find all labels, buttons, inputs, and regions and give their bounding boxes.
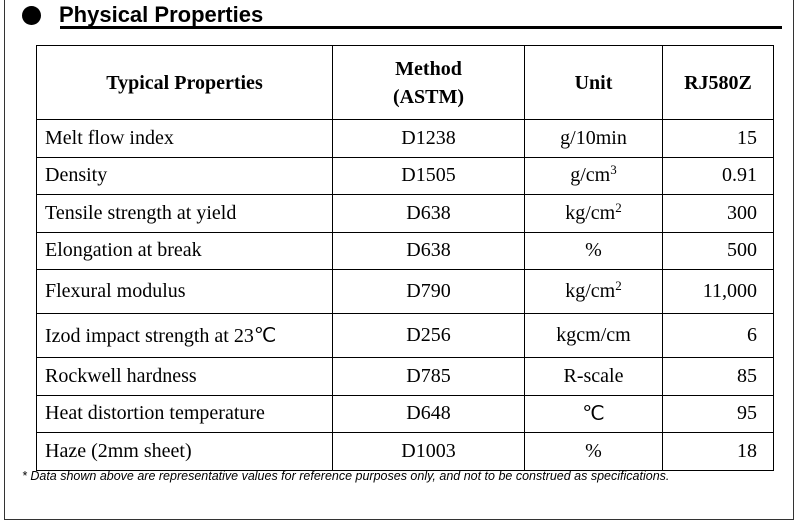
unit-text: kgcm/cm bbox=[556, 324, 631, 346]
cell-method: D638 bbox=[332, 231, 525, 270]
bullet-icon bbox=[22, 5, 41, 25]
section-title: Physical Properties bbox=[59, 2, 264, 27]
unit-text: % bbox=[585, 239, 602, 262]
title-underline bbox=[60, 26, 782, 29]
cell-method: D785 bbox=[332, 357, 525, 396]
cell-unit: kgcm/cm bbox=[524, 313, 663, 358]
cell-value: 6 bbox=[662, 313, 774, 358]
table-row: Melt flow index D1238 g/10min 15 bbox=[36, 119, 774, 158]
unit-text: kg/cm bbox=[565, 280, 616, 302]
page-frame bbox=[4, 0, 794, 520]
unit-text: g/cm bbox=[570, 164, 611, 187]
cell-unit: kg/cm2 bbox=[524, 269, 663, 314]
cell-property: Elongation at break bbox=[36, 231, 333, 270]
table-header-row: Typical Properties Method (ASTM) Unit RJ… bbox=[36, 45, 774, 120]
cell-property: Rockwell hardness bbox=[36, 357, 333, 396]
cell-method: D790 bbox=[332, 269, 525, 314]
unit-superscript: 2 bbox=[615, 278, 622, 293]
cell-unit: ℃ bbox=[524, 394, 663, 433]
header-method: Method (ASTM) bbox=[332, 45, 525, 120]
cell-method: D1505 bbox=[332, 156, 525, 195]
cell-method: D256 bbox=[332, 313, 525, 358]
unit-text: ℃ bbox=[582, 403, 605, 426]
header-method-line2: (ASTM) bbox=[392, 85, 465, 108]
table-row: Rockwell hardness D785 R-scale 85 bbox=[36, 357, 774, 396]
cell-value: 11,000 bbox=[662, 269, 774, 314]
unit-superscript: 3 bbox=[610, 162, 617, 178]
table-row: Flexural modulus D790 kg/cm2 11,000 bbox=[36, 269, 774, 314]
cell-property: Density bbox=[36, 156, 333, 195]
unit-text: R-scale bbox=[563, 364, 624, 387]
header-grade: RJ580Z bbox=[662, 45, 774, 120]
properties-table: Typical Properties Method (ASTM) Unit RJ… bbox=[36, 45, 774, 471]
table-row: Haze (2mm sheet) D1003 % 18 bbox=[36, 432, 774, 471]
cell-method: D1003 bbox=[332, 432, 525, 471]
cell-unit: % bbox=[524, 231, 663, 270]
cell-value: 500 bbox=[662, 231, 774, 270]
table-row: Heat distortion temperature D648 ℃ 95 bbox=[36, 394, 774, 433]
cell-unit: g/10min bbox=[524, 119, 663, 158]
table-row: Izod impact strength at 23℃ D256 kgcm/cm… bbox=[36, 313, 774, 358]
unit-text: g/10min bbox=[560, 126, 627, 149]
cell-property: Izod impact strength at 23℃ bbox=[36, 313, 333, 358]
unit-superscript: 2 bbox=[615, 199, 622, 215]
cell-property: Flexural modulus bbox=[36, 269, 333, 314]
header-unit: Unit bbox=[524, 45, 663, 120]
table-row: Tensile strength at yield D638 kg/cm2 30… bbox=[36, 194, 774, 233]
cell-value: 95 bbox=[662, 394, 774, 433]
section-header: Physical Properties bbox=[22, 2, 263, 28]
table-row: Elongation at break D638 % 500 bbox=[36, 231, 774, 270]
cell-property: Tensile strength at yield bbox=[36, 194, 333, 233]
unit-text: % bbox=[585, 439, 602, 462]
cell-value: 0.91 bbox=[662, 156, 774, 195]
cell-property: Heat distortion temperature bbox=[36, 394, 333, 433]
cell-method: D638 bbox=[332, 194, 525, 233]
cell-unit: kg/cm2 bbox=[524, 194, 663, 233]
cell-unit: R-scale bbox=[524, 357, 663, 396]
cell-value: 18 bbox=[662, 432, 774, 471]
header-method-line1: Method bbox=[395, 57, 462, 80]
footnote: * Data shown above are representative va… bbox=[22, 469, 670, 483]
table-row: Density D1505 g/cm3 0.91 bbox=[36, 156, 774, 195]
cell-property: Haze (2mm sheet) bbox=[36, 432, 333, 471]
cell-value: 300 bbox=[662, 194, 774, 233]
unit-text: kg/cm bbox=[565, 201, 616, 224]
header-typical-properties: Typical Properties bbox=[36, 45, 333, 120]
cell-method: D1238 bbox=[332, 119, 525, 158]
cell-unit: g/cm3 bbox=[524, 156, 663, 195]
cell-property: Melt flow index bbox=[36, 119, 333, 158]
cell-value: 15 bbox=[662, 119, 774, 158]
cell-unit: % bbox=[524, 432, 663, 471]
cell-method: D648 bbox=[332, 394, 525, 433]
cell-value: 85 bbox=[662, 357, 774, 396]
